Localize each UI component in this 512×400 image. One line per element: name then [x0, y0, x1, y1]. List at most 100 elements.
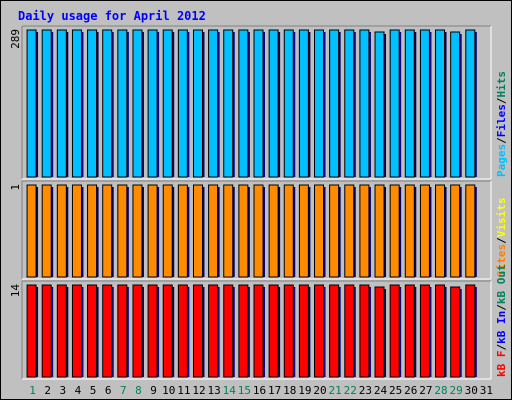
x-tick-label: 27	[419, 384, 432, 397]
bar-kb-f	[435, 284, 446, 378]
x-tick-label: 13	[207, 384, 220, 397]
legend-item: Files	[495, 104, 508, 137]
legend-separator: /	[495, 304, 508, 311]
bar-kb-f	[389, 284, 400, 378]
bar-sites	[223, 184, 234, 278]
x-tick-label: 4	[75, 384, 82, 397]
bar-kb-f	[132, 284, 143, 378]
x-tick-label: 17	[268, 384, 281, 397]
bar-sites	[283, 184, 294, 278]
bar-sites	[208, 184, 219, 278]
bar-hits	[192, 29, 203, 178]
bar-sites	[71, 184, 82, 278]
bar-hits	[238, 29, 249, 178]
bar-sites	[329, 184, 340, 278]
bar-sites	[374, 184, 385, 278]
bar-hits	[298, 29, 309, 178]
bar-sites	[344, 184, 355, 278]
bar-sites	[192, 184, 203, 278]
bar-hits	[435, 29, 446, 178]
bar-hits	[177, 29, 188, 178]
bar-hits	[132, 29, 143, 178]
bar-kb-f	[41, 284, 52, 378]
bar-hits	[450, 31, 461, 178]
bar-sites	[162, 184, 173, 278]
bar-sites	[147, 184, 158, 278]
x-tick-label: 14	[223, 384, 237, 397]
bar-sites	[102, 184, 113, 278]
bar-sites	[404, 184, 415, 278]
bar-kb-f	[26, 284, 37, 378]
bar-kb-f	[147, 284, 158, 378]
bar-hits	[404, 29, 415, 178]
bar-hits	[41, 29, 52, 178]
bar-kb-f	[253, 284, 264, 378]
bar-kb-f	[87, 284, 98, 378]
bar-kb-f	[117, 284, 128, 378]
bar-hits	[87, 29, 98, 178]
panel-legend-visits-sites: Sites/Visits	[495, 198, 508, 278]
bar-kb-f	[162, 284, 173, 378]
bar-sites	[177, 184, 188, 278]
x-tick-label: 30	[465, 384, 478, 397]
bar-hits	[344, 29, 355, 178]
x-tick-label: 2	[44, 384, 51, 397]
x-tick-label: 7	[120, 384, 127, 397]
bar-hits	[223, 29, 234, 178]
x-tick-label: 28	[434, 384, 447, 397]
bar-hits	[359, 29, 370, 178]
bar-kb-f	[374, 286, 385, 378]
bar-hits	[314, 29, 325, 178]
bar-sites	[450, 184, 461, 278]
bar-sites	[41, 184, 52, 278]
legend-separator: /	[495, 97, 508, 104]
legend-separator: /	[495, 137, 508, 144]
bar-sites	[298, 184, 309, 278]
bar-kb-f	[359, 284, 370, 378]
bar-kb-f	[344, 284, 355, 378]
bar-hits	[56, 29, 67, 178]
bar-hits	[117, 29, 128, 178]
x-tick-label: 5	[90, 384, 97, 397]
x-tick-label: 21	[329, 384, 342, 397]
panel-max-label: 289	[9, 29, 22, 49]
bar-hits	[102, 29, 113, 178]
bar-sites	[56, 184, 67, 278]
legend-item: Pages	[495, 144, 508, 177]
x-tick-label: 23	[359, 384, 372, 397]
bar-kb-f	[314, 284, 325, 378]
legend-item: kB F	[495, 351, 508, 378]
x-tick-label: 15	[238, 384, 251, 397]
panel-max-label: 1	[9, 184, 22, 191]
bar-kb-f	[404, 284, 415, 378]
x-tick-label: 8	[135, 384, 142, 397]
bar-kb-f	[177, 284, 188, 378]
legend-item: kB In	[495, 311, 508, 344]
panel-legend-kbytes: kB F/kB In/kB Out	[495, 264, 508, 377]
bar-hits	[162, 29, 173, 178]
bar-kb-f	[208, 284, 219, 378]
bar-sites	[359, 184, 370, 278]
x-tick-label: 29	[450, 384, 463, 397]
x-tick-label: 11	[177, 384, 190, 397]
bar-hits	[374, 31, 385, 178]
panel-legend-pages-files-hits: Pages/Files/Hits	[495, 71, 508, 177]
chart-title: Daily usage for April 2012	[18, 9, 206, 23]
x-tick-label: 18	[283, 384, 296, 397]
bar-hits	[71, 29, 82, 178]
legend-item: Visits	[495, 198, 508, 238]
panel-max-label: 14	[9, 284, 22, 298]
x-tick-label: 19	[298, 384, 311, 397]
bar-sites	[26, 184, 37, 278]
legend-separator: /	[495, 237, 508, 244]
bar-hits	[208, 29, 219, 178]
x-tick-label: 10	[162, 384, 175, 397]
bar-kb-f	[465, 284, 476, 378]
bar-sites	[435, 184, 446, 278]
bar-hits	[253, 29, 264, 178]
bar-sites	[253, 184, 264, 278]
x-tick-label: 6	[105, 384, 112, 397]
legend-item: Hits	[495, 71, 508, 98]
bar-kb-f	[450, 286, 461, 378]
x-tick-label: 9	[150, 384, 157, 397]
